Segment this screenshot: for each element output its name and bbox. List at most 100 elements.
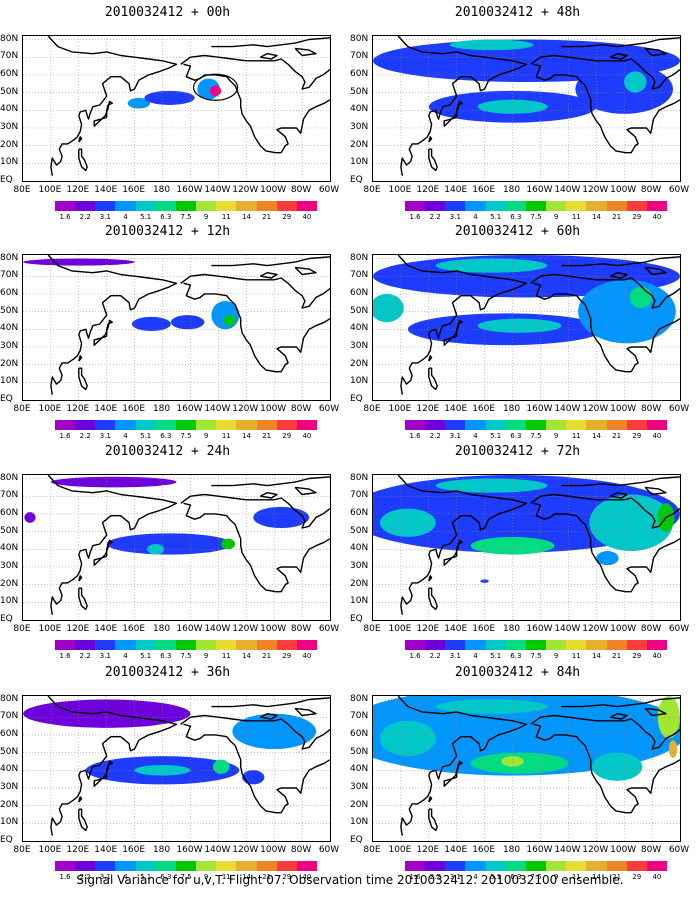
latitude-label: 60N <box>0 507 19 518</box>
map-svg <box>23 696 330 841</box>
latitude-label: 80N <box>0 33 19 44</box>
coastline <box>561 476 680 487</box>
longitude-label: 160E <box>122 624 146 634</box>
colorbar-label: 5.1 <box>140 873 152 881</box>
longitude-label: 160W <box>176 624 203 634</box>
map-area <box>22 474 331 621</box>
colorbar-label: 14 <box>241 652 251 660</box>
latitude-label: 80N <box>0 472 19 483</box>
longitude-label: 100W <box>610 185 637 195</box>
colorbar-label: 9 <box>553 213 559 221</box>
variance-contour <box>470 536 555 555</box>
latitude-label: 70N <box>350 270 369 281</box>
colorbar-label: 6.3 <box>510 652 522 660</box>
colorbar-swatch <box>646 861 668 871</box>
coastline <box>530 54 680 90</box>
variance-contour <box>23 699 191 728</box>
colorbar-swatch <box>405 640 426 650</box>
colorbar-label: 2.2 <box>429 213 441 221</box>
colorbar-swatch <box>175 201 197 211</box>
colorbar-label: 2.2 <box>79 432 91 440</box>
latitude-label: EQ <box>350 394 363 404</box>
colorbar-label: 5.1 <box>140 213 152 221</box>
colorbar-label: 21 <box>262 652 272 660</box>
latitude-label: EQ <box>0 394 13 404</box>
coastline <box>47 475 178 615</box>
colorbar-label: 14 <box>241 432 251 440</box>
colorbar-swatch <box>586 420 607 430</box>
panel-title: 2010032412 + 24h <box>104 444 231 459</box>
latitude-label: EQ <box>0 614 13 624</box>
longitude-label: 120W <box>582 185 609 195</box>
coastline <box>294 707 317 717</box>
colorbar-swatch <box>586 640 607 650</box>
colorbar-label: 5.1 <box>490 652 502 660</box>
longitude-label: 140E <box>444 404 468 414</box>
colorbar-swatch <box>425 201 446 211</box>
colorbar-swatch <box>55 861 76 871</box>
longitude-label: 160W <box>526 404 553 414</box>
forecast-panel: 2010032412 + 60h 80N 70N 60N 50N 40N 30N 20N 10N… <box>350 224 689 440</box>
colorbar-label: 6.3 <box>160 213 172 221</box>
latitude-label: 50N <box>0 525 19 536</box>
colorbar-swatch <box>276 861 297 871</box>
longitude-label: 120W <box>582 404 609 414</box>
longitude-label: 160W <box>526 845 553 855</box>
colorbar-label: 14 <box>241 213 251 221</box>
coastline <box>211 256 330 267</box>
colorbar-label: 14 <box>591 652 601 660</box>
latitude-label: 40N <box>350 323 369 334</box>
coastline <box>533 502 680 593</box>
longitude-label: 180 <box>152 624 171 634</box>
colorbar-swatch <box>626 201 647 211</box>
colorbar-label: 2.2 <box>429 873 441 881</box>
latitude-label: 80N <box>350 693 369 704</box>
colorbar-label: 40 <box>302 213 312 221</box>
variance-contour <box>435 258 548 273</box>
latitude-label: 60N <box>350 507 369 518</box>
variance-contour <box>668 740 678 758</box>
latitude-label: 10N <box>350 817 369 828</box>
coastline <box>78 575 83 582</box>
colorbar-swatch <box>196 420 217 430</box>
colorbar-swatch <box>546 201 567 211</box>
colorbar-swatch <box>425 861 446 871</box>
colorbar-label: 5.1 <box>490 213 502 221</box>
longitude-label: 60W <box>668 624 690 634</box>
variance-contour <box>596 551 619 566</box>
map-svg <box>373 696 680 841</box>
latitude-label: 80N <box>350 472 369 483</box>
longitude-label: 160E <box>472 185 496 195</box>
latitude-label: 40N <box>0 104 19 115</box>
coastline <box>211 697 330 708</box>
coastline <box>183 502 330 593</box>
latitude-label: 50N <box>0 746 19 757</box>
colorbar-swatch <box>465 201 486 211</box>
coastline <box>644 707 667 717</box>
coastline <box>78 808 88 832</box>
colorbar-swatch <box>236 861 257 871</box>
colorbar-label: 11 <box>221 432 231 440</box>
longitude-label: 80W <box>640 624 662 634</box>
colorbar-label: 6.3 <box>160 432 172 440</box>
longitude-label: 160E <box>472 404 496 414</box>
colorbar-label: 3.1 <box>99 652 111 660</box>
colorbar-label: 6.3 <box>510 213 522 221</box>
colorbar-swatch <box>95 640 116 650</box>
longitude-label: 180 <box>502 845 521 855</box>
longitude-label: 60W <box>318 185 340 195</box>
latitude-label: 70N <box>350 490 369 501</box>
longitude-label: 160E <box>472 624 496 634</box>
colorbar-swatch <box>546 420 567 430</box>
colorbar-label: 5.1 <box>490 432 502 440</box>
variance-contour <box>435 699 548 714</box>
colorbar-swatch <box>646 420 668 430</box>
longitude-label: 160E <box>122 185 146 195</box>
colorbar-label: 11 <box>571 213 581 221</box>
map-area <box>22 254 331 401</box>
colorbar-swatch <box>646 201 668 211</box>
colorbar-label: 9 <box>203 873 209 881</box>
longitude-label: 120E <box>66 404 90 414</box>
longitude-label: 140E <box>444 185 468 195</box>
latitude-label: 30N <box>0 121 19 132</box>
